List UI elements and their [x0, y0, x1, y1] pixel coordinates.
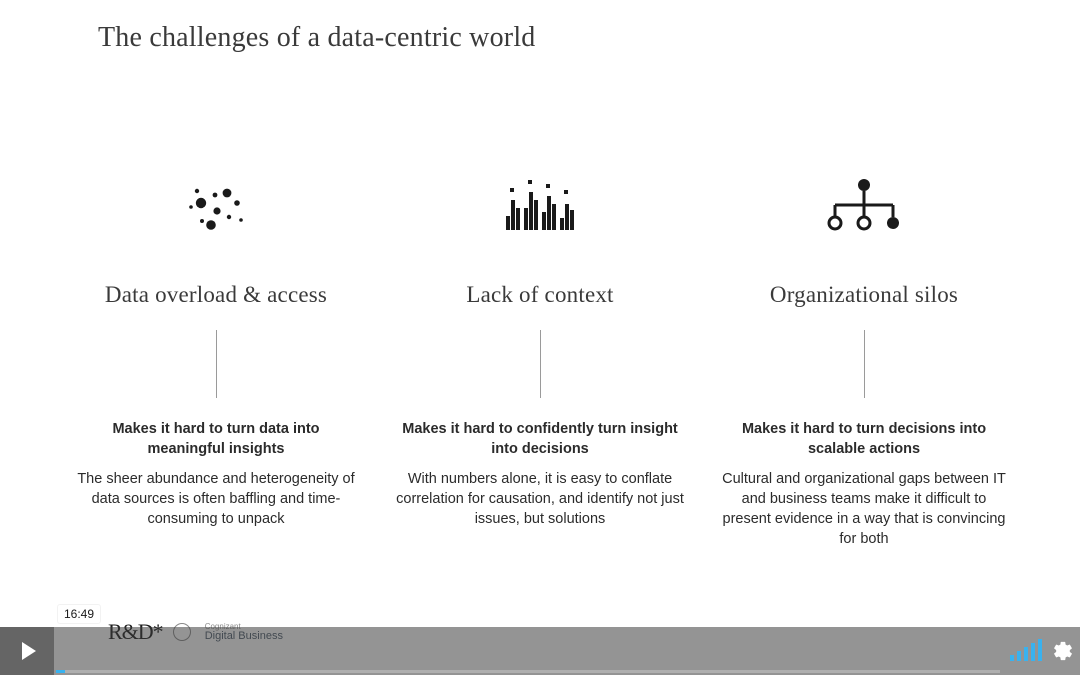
slide-title: The challenges of a data-centric world: [98, 22, 536, 54]
video-player-bar: [0, 627, 1080, 675]
bar-chart-icon: [495, 168, 585, 248]
play-button[interactable]: [0, 627, 54, 675]
column-lack-of-context: Lack of context Makes it hard to confide…: [390, 168, 690, 549]
column-heading: Lack of context: [466, 282, 613, 308]
scatter-dots-icon: [171, 168, 261, 248]
column-org-silos: Organizational silos Makes it hard to tu…: [714, 168, 1014, 549]
column-divider: [216, 330, 217, 398]
timestamp-badge: 16:49: [58, 605, 100, 623]
column-heading: Organizational silos: [770, 282, 958, 308]
slide-stage: The challenges of a data-centric world D…: [0, 0, 1080, 675]
column-divider: [540, 330, 541, 398]
play-icon: [22, 642, 36, 660]
column-divider: [864, 330, 865, 398]
progress-track[interactable]: [56, 670, 1000, 673]
progress-fill: [56, 670, 65, 673]
columns-row: Data overload & access Makes it hard to …: [0, 168, 1080, 549]
column-bold-text: Makes it hard to confidently turn insigh…: [390, 420, 690, 459]
column-data-overload: Data overload & access Makes it hard to …: [66, 168, 366, 549]
volume-control[interactable]: [1010, 641, 1042, 661]
player-right-controls: [1010, 627, 1074, 675]
org-tree-icon: [819, 168, 909, 248]
column-bold-text: Makes it hard to turn decisions into sca…: [714, 420, 1014, 459]
column-heading: Data overload & access: [105, 282, 327, 308]
column-body-text: Cultural and organizational gaps between…: [714, 469, 1014, 549]
column-body-text: With numbers alone, it is easy to confla…: [390, 469, 690, 529]
column-bold-text: Makes it hard to turn data into meaningf…: [66, 420, 366, 459]
settings-gear-icon[interactable]: [1052, 640, 1074, 662]
column-body-text: The sheer abundance and heterogeneity of…: [66, 469, 366, 529]
